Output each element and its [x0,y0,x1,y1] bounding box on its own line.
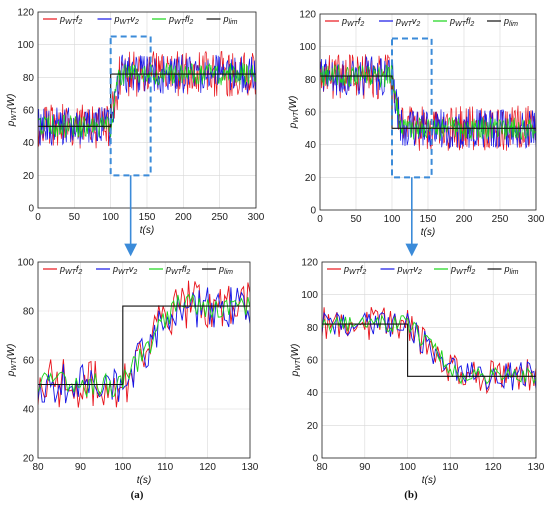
legend-label-lim: plim [503,16,518,28]
x-tick-label: 110 [442,462,458,473]
x-tick-label: 100 [399,462,416,473]
legend-label-v: pWTv2 [395,16,420,28]
x-axis-label: t(s) [137,475,151,486]
plot-b-top: 0 50 100 150 200 250 300 0 20 40 60 80 100 120 pWTf2 pW… [288,10,545,239]
x-tick-label: 120 [199,462,216,473]
y-tick-label: 40 [305,140,317,151]
axes-frame [37,261,251,459]
x-tick-label: 250 [211,212,228,223]
series-line-lim [38,305,250,386]
y-axis-label: pWT(W) [6,94,18,128]
caption-b: (b) [404,489,418,501]
y-tick-label: 60 [307,356,319,367]
x-axis-label: t(s) [140,225,154,236]
series-line-v [38,287,250,404]
series-line-fl [38,62,256,138]
y-tick-label: 60 [305,108,317,119]
y-tick-label: 40 [23,405,35,416]
legend-label-f: pWTf2 [59,14,82,26]
y-tick-label: 40 [307,388,319,399]
legend-label-v: pWTv2 [397,264,422,276]
x-tick-label: 100 [102,212,119,223]
series-group [322,306,536,395]
x-tick-label: 200 [175,212,192,223]
legend-label-f: pWTf2 [343,264,366,276]
x-tick-label: 0 [35,212,41,223]
legend-label-v: pWTv2 [112,264,137,276]
legend-label-f: pWTf2 [59,264,82,276]
x-axis-label: t(s) [422,475,436,486]
y-tick-label: 20 [305,173,317,184]
y-tick-label: 120 [299,10,316,21]
x-tick-label: 50 [69,212,81,223]
legend-label-fl: pWTfl2 [450,264,475,276]
legend-label-fl: pWTfl2 [165,264,190,276]
x-tick-label: 80 [32,462,44,473]
y-tick-label: 20 [23,171,35,182]
x-tick-label: 120 [485,462,502,473]
y-axis-label: pWT(W) [6,344,18,378]
x-tick-label: 80 [316,462,328,473]
y-tick-label: 0 [312,454,318,465]
axes-frame [319,13,537,211]
axes-frame [37,11,257,209]
legend-label-lim: plim [223,14,238,26]
plot-a-top: 0 50 100 150 200 250 300 0 20 40 60 80 100 120 pWTf2 pW… [6,8,265,237]
x-tick-label: 130 [528,462,545,473]
x-tick-label: 250 [492,214,509,225]
y-tick-label: 100 [299,42,316,53]
x-axis-label: t(s) [421,227,435,238]
axes-frame [321,261,537,459]
x-tick-label: 90 [75,462,87,473]
y-tick-label: 120 [17,8,34,19]
y-tick-label: 80 [23,73,35,84]
y-tick-label: 60 [23,106,35,117]
y-tick-label: 100 [17,40,34,51]
plot-b-bottom: 80 90 100 110 120 130 0 20 40 60 80 100 120 pWTf2 pWTv… [290,258,545,487]
y-tick-label: 100 [17,258,34,269]
y-tick-label: 120 [301,258,318,269]
series-line-lim [322,323,536,377]
x-tick-label: 100 [384,214,401,225]
x-tick-label: 90 [359,462,371,473]
x-tick-label: 110 [157,462,173,473]
y-tick-label: 80 [307,323,319,334]
y-tick-label: 60 [23,356,35,367]
y-axis-label: pWT(W) [290,344,302,378]
zoom-arrows [124,175,419,257]
legend-label-lim: plim [504,264,519,276]
y-tick-label: 20 [307,421,319,432]
y-tick-label: 80 [23,307,35,318]
y-tick-label: 0 [28,204,34,215]
y-tick-label: 20 [23,454,35,465]
y-axis-label: pWT(W) [288,96,300,130]
series-group [38,280,250,408]
x-tick-label: 130 [242,462,259,473]
x-tick-label: 150 [420,214,437,225]
y-tick-label: 80 [305,75,317,86]
x-tick-label: 300 [248,212,265,223]
x-tick-label: 100 [114,462,131,473]
y-tick-label: 100 [301,290,318,301]
x-tick-label: 150 [139,212,156,223]
x-tick-label: 0 [317,214,323,225]
y-tick-label: 40 [23,138,35,149]
plot-a-bottom: 80 90 100 110 120 130 20 40 60 80 100 pWTf2 pWTv2 pWT… [6,258,259,487]
legend-label-f: pWTf2 [341,16,364,28]
legend-label-lim: plim [218,264,233,276]
caption-a: (a) [131,489,144,501]
y-tick-label: 0 [310,206,316,217]
legend-label-v: pWTv2 [114,14,139,26]
legend-label-fl: pWTfl2 [168,14,193,26]
x-tick-label: 50 [350,214,362,225]
x-tick-label: 200 [456,214,473,225]
series-line-fl [320,64,536,141]
x-tick-label: 300 [528,214,545,225]
legend-label-fl: pWTfl2 [449,16,474,28]
